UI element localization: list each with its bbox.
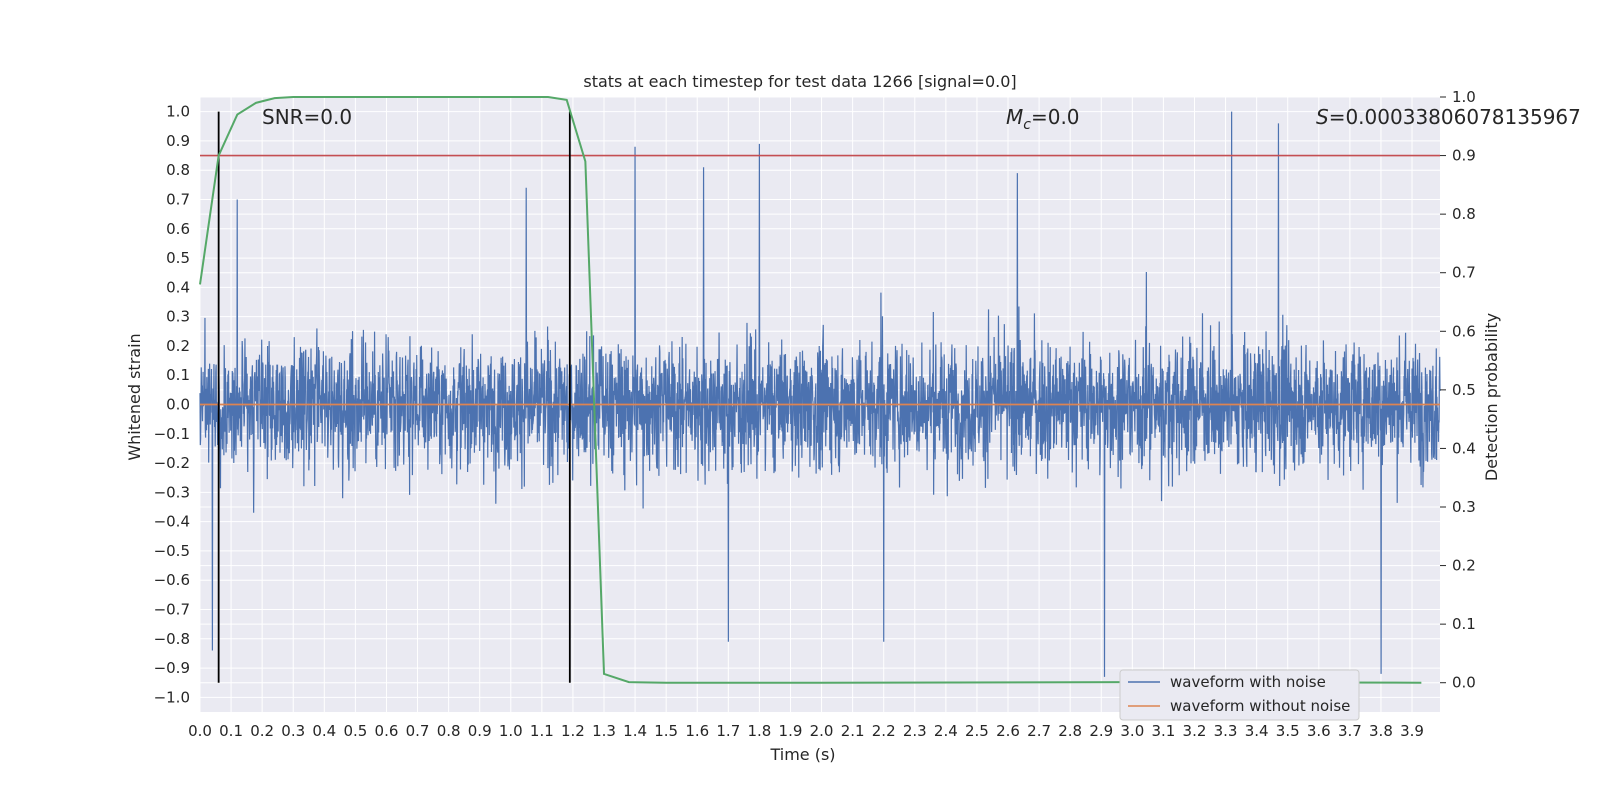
y-tick-label-right: 0.0 — [1452, 674, 1476, 692]
y-tick-label-left: −1.0 — [154, 688, 190, 706]
x-tick-label: 2.7 — [1027, 722, 1051, 740]
y-tick-label-left: 0.5 — [166, 249, 190, 267]
x-tick-label: 0.9 — [468, 722, 492, 740]
legend-label-clean: waveform without noise — [1170, 697, 1350, 715]
y-tick-label-left: 0.2 — [166, 337, 190, 355]
y-tick-label-left: 0.6 — [166, 220, 190, 238]
x-tick-label: 0.0 — [188, 722, 212, 740]
x-tick-label: 2.5 — [965, 722, 989, 740]
x-tick-label: 1.7 — [716, 722, 740, 740]
mc-subscript: c — [1023, 117, 1031, 133]
x-tick-label: 2.0 — [810, 722, 834, 740]
chart-title: stats at each timestep for test data 126… — [583, 72, 1016, 91]
y-tick-label-left: 0.3 — [166, 308, 190, 326]
series-detection-probability — [199, 96, 1422, 684]
y-axis-label-left: Whitened strain — [125, 333, 144, 460]
y-tick-label-right: 0.9 — [1452, 147, 1476, 165]
y-tick-label-left: −0.5 — [154, 542, 190, 560]
x-tick-label: 0.6 — [375, 722, 399, 740]
x-tick-label: 2.9 — [1089, 722, 1113, 740]
x-tick-label: 3.8 — [1369, 722, 1393, 740]
y-tick-label-right: 0.2 — [1452, 557, 1476, 575]
x-tick-label: 3.3 — [1214, 722, 1238, 740]
x-tick-label: 3.6 — [1307, 722, 1331, 740]
x-tick-label: 0.5 — [343, 722, 367, 740]
x-tick-label: 0.8 — [437, 722, 461, 740]
legend-box — [1119, 669, 1360, 721]
y-tick-label-left: 0.4 — [166, 278, 190, 296]
y-tick-label-right: 0.4 — [1452, 439, 1476, 457]
y-tick-label-left: −0.4 — [154, 513, 190, 531]
x-tick-label: 2.6 — [996, 722, 1020, 740]
x-tick-label: 3.9 — [1400, 722, 1424, 740]
y-tick-label-left: −0.1 — [154, 425, 190, 443]
x-tick-label: 2.4 — [934, 722, 958, 740]
x-tick-label: 0.4 — [312, 722, 336, 740]
mc-annotation: Mc=0.0 — [1006, 105, 1080, 133]
x-tick-label: 3.7 — [1338, 722, 1362, 740]
y-tick-label-left: 0.8 — [166, 161, 190, 179]
x-tick-label: 1.0 — [499, 722, 523, 740]
y-tick-label-right: 0.7 — [1452, 264, 1476, 282]
x-tick-label: 1.1 — [530, 722, 554, 740]
x-tick-label: 2.3 — [903, 722, 927, 740]
x-tick-label: 2.1 — [841, 722, 865, 740]
x-tick-label: 3.4 — [1245, 722, 1269, 740]
x-tick-label: 1.8 — [747, 722, 771, 740]
x-tick-label: 0.3 — [281, 722, 305, 740]
x-tick-label: 3.0 — [1120, 722, 1144, 740]
y-tick-label-right: 0.1 — [1452, 615, 1476, 633]
y-tick-label-left: −0.6 — [154, 571, 190, 589]
x-tick-label: 3.2 — [1183, 722, 1207, 740]
y-tick-label-left: −0.2 — [154, 454, 190, 472]
x-tick-label: 1.2 — [561, 722, 585, 740]
y-tick-label-left: −0.3 — [154, 483, 190, 501]
y-tick-label-left: 0.9 — [166, 132, 190, 150]
y-tick-label-left: 0.7 — [166, 191, 190, 209]
x-tick-label: 2.8 — [1058, 722, 1082, 740]
y-tick-label-left: −0.8 — [154, 630, 190, 648]
y-axis-label-right: Detection probability — [1482, 313, 1501, 481]
y-tick-label-right: 0.6 — [1452, 322, 1476, 340]
x-tick-label: 2.2 — [872, 722, 896, 740]
s-annotation: S=0.00033806078135967 — [1316, 105, 1581, 129]
legend-label-noisy: waveform with noise — [1170, 673, 1326, 691]
y-tick-label-right: 0.3 — [1452, 498, 1476, 516]
x-tick-label: 1.3 — [592, 722, 616, 740]
s-value: =0.00033806078135967 — [1329, 105, 1581, 129]
legend: waveform with noise waveform without noi… — [1119, 669, 1360, 721]
snr-annotation: SNR=0.0 — [262, 105, 352, 129]
y-tick-label-left: 0.1 — [166, 366, 190, 384]
mc-symbol: M — [1006, 105, 1023, 129]
x-tick-label: 0.2 — [250, 722, 274, 740]
x-axis-label: Time (s) — [769, 745, 835, 764]
y-tick-label-left: 1.0 — [166, 103, 190, 121]
mc-value: =0.0 — [1031, 105, 1080, 129]
y-tick-label-right: 0.8 — [1452, 205, 1476, 223]
y-tick-label-right: 0.5 — [1452, 381, 1476, 399]
y-tick-label-left: −0.9 — [154, 659, 190, 677]
s-symbol: S — [1316, 105, 1329, 129]
x-tick-label: 1.4 — [623, 722, 647, 740]
x-tick-label: 3.5 — [1276, 722, 1300, 740]
y-tick-label-left: −0.7 — [154, 601, 190, 619]
x-tick-label: 0.7 — [406, 722, 430, 740]
x-tick-label: 1.5 — [654, 722, 678, 740]
x-tick-label: 3.1 — [1151, 722, 1175, 740]
y-tick-label-right: 1.0 — [1452, 88, 1476, 106]
x-tick-label: 1.9 — [779, 722, 803, 740]
x-tick-label: 1.6 — [685, 722, 709, 740]
y-tick-label-left: 0.0 — [166, 396, 190, 414]
x-tick-label: 0.1 — [219, 722, 243, 740]
series-waveform-with-noise — [199, 111, 1441, 677]
